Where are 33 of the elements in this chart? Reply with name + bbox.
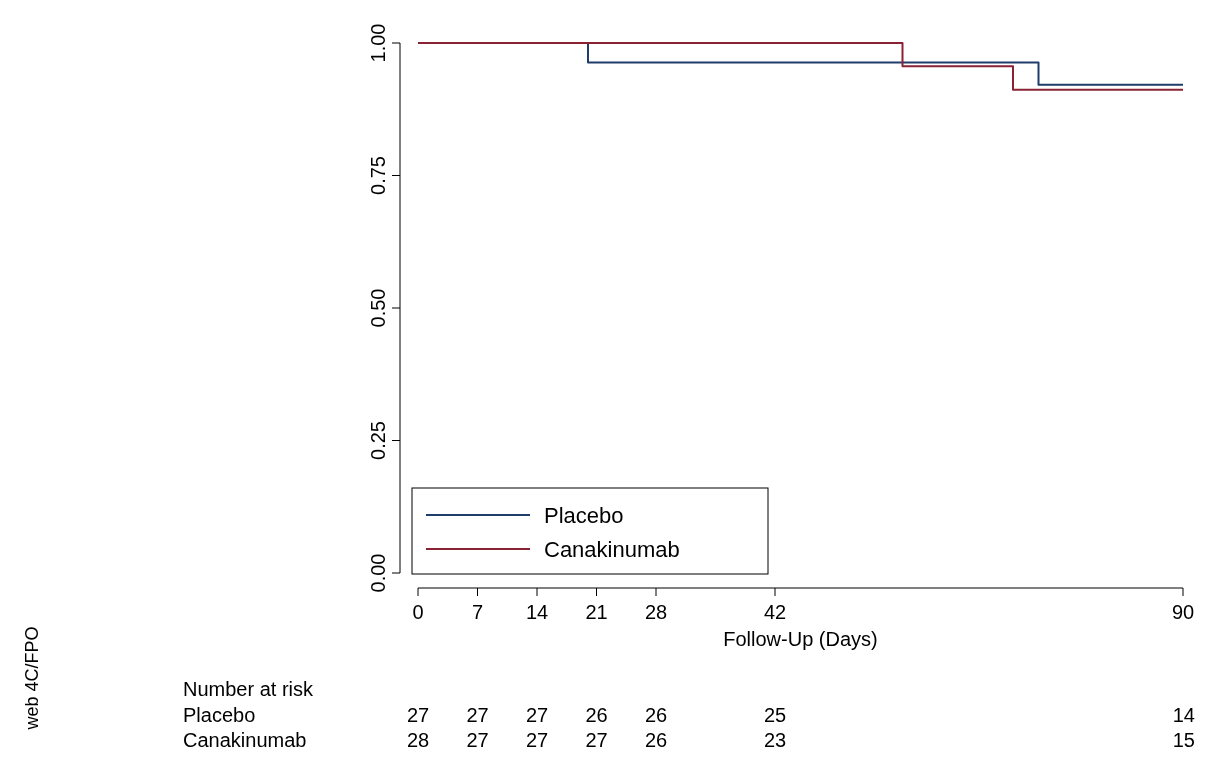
text: 26 [644, 704, 668, 726]
text: 28 [406, 729, 430, 751]
text: 25 [763, 704, 787, 726]
x-tick-label: 0 [412, 601, 424, 623]
text: 14 [1172, 704, 1195, 726]
text: 27 [525, 729, 549, 751]
text: 15 [1172, 729, 1195, 751]
x-tick-label: 90 [1171, 601, 1195, 623]
y-tick-label: 1.00 [367, 23, 389, 63]
text: Canakinumab [183, 729, 307, 751]
text: 27 [525, 704, 549, 726]
x-tick-label: 42 [763, 601, 787, 623]
x-tick-label: 28 [644, 601, 668, 623]
x-tick-label: 7 [471, 601, 484, 623]
y-tick-label: 0.25 [367, 421, 389, 460]
text: 27 [466, 729, 489, 751]
text: 23 [763, 729, 787, 751]
x-tick-label: 14 [525, 601, 549, 623]
legend-label: Placebo [544, 503, 624, 528]
text: 26 [644, 729, 668, 751]
y-tick-label: 0.50 [367, 288, 389, 328]
text: Number at risk [183, 678, 315, 700]
legend-label: Canakinumab [544, 537, 680, 562]
x-axis-title: Follow-Up (Days) [723, 628, 878, 650]
text: 27 [585, 729, 608, 751]
text: Placebo [183, 704, 256, 726]
text: 27 [466, 704, 489, 726]
y-tick-label: 0.00 [367, 553, 389, 593]
y-tick-label: 0.75 [367, 156, 389, 195]
text: 26 [585, 704, 608, 726]
x-tick-label: 21 [585, 601, 608, 623]
text: 27 [406, 704, 430, 726]
text: web 4C/FPO [22, 626, 42, 731]
